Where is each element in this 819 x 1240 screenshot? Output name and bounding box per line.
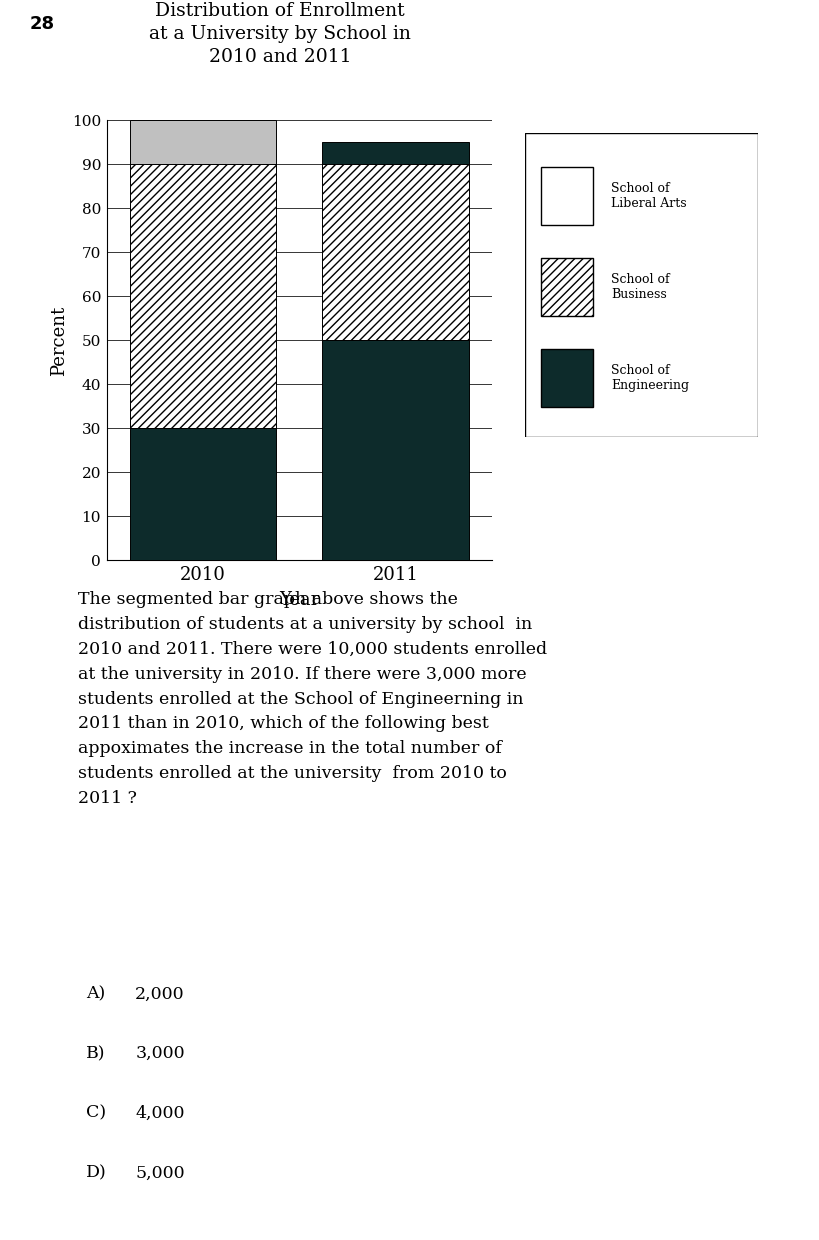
Bar <box>322 340 468 560</box>
Bar <box>129 164 276 428</box>
Bar <box>322 164 468 340</box>
Bar <box>129 120 276 164</box>
Text: School of
Liberal Arts: School of Liberal Arts <box>610 182 686 210</box>
Text: School of
Engineering: School of Engineering <box>610 365 689 392</box>
Text: B): B) <box>86 1045 106 1063</box>
Text: 28: 28 <box>30 15 55 32</box>
Text: C): C) <box>86 1105 106 1122</box>
Text: 5,000: 5,000 <box>135 1164 185 1182</box>
Text: The segmented bar graph above shows the
distribution of students at a university: The segmented bar graph above shows the … <box>78 591 546 807</box>
Text: 2,000: 2,000 <box>135 986 185 1003</box>
Bar <box>129 164 276 428</box>
Bar <box>322 143 468 164</box>
Y-axis label: Percent: Percent <box>50 305 67 376</box>
X-axis label: Year: Year <box>278 591 319 609</box>
Bar <box>129 428 276 560</box>
Bar <box>541 167 592 224</box>
Text: D): D) <box>86 1164 106 1182</box>
Bar <box>322 164 468 340</box>
Text: A): A) <box>86 986 105 1003</box>
Bar <box>541 258 592 316</box>
Bar <box>541 350 592 407</box>
Text: 3,000: 3,000 <box>135 1045 185 1063</box>
Text: School of
Business: School of Business <box>610 273 669 301</box>
Text: 4,000: 4,000 <box>135 1105 184 1122</box>
Bar <box>8 5 78 43</box>
Text: Distribution of Enrollment
at a University by School in
2010 and 2011: Distribution of Enrollment at a Universi… <box>149 2 410 66</box>
